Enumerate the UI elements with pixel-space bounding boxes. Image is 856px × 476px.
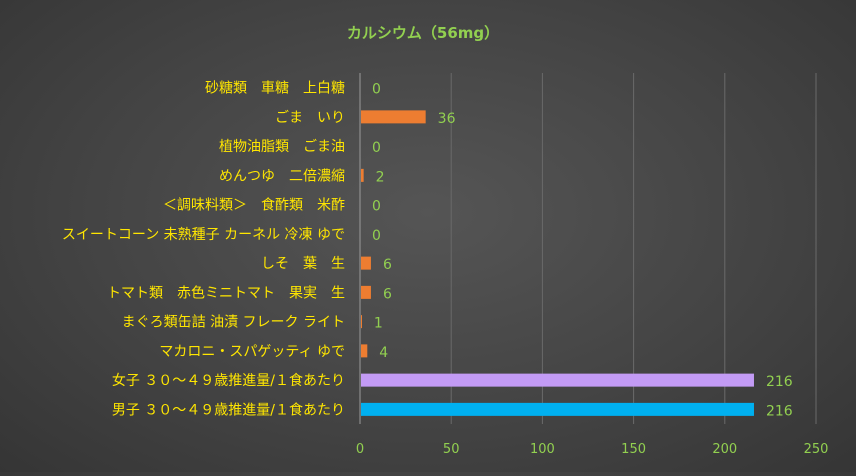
category-label: 女子 ３０～４９歳推進量/１食あたり: [112, 372, 345, 389]
x-tick-label: 250: [804, 442, 829, 457]
data-label: 0: [372, 82, 381, 98]
category-label: ごま いり: [275, 110, 345, 126]
bar: [361, 402, 754, 416]
category-label: スイートコーン 未熟種子 カーネル 冷凍 ゆで: [62, 227, 345, 243]
x-tick-label: 100: [530, 442, 555, 457]
bars: [361, 110, 754, 416]
x-tick-label: 200: [712, 442, 737, 457]
chart-title: カルシウム（56mg）: [347, 24, 499, 42]
data-label: 216: [766, 403, 793, 419]
data-label: 0: [372, 228, 381, 244]
gridlines: [450, 73, 817, 424]
data-label: 0: [372, 199, 381, 215]
data-label: 2: [376, 169, 385, 185]
bar: [361, 315, 362, 329]
data-label: 6: [383, 286, 392, 302]
category-label: ＜調味料類＞ 食酢類 米酢: [163, 197, 345, 214]
bar: [361, 373, 754, 387]
category-label: 砂糖類 車糖 上白糖: [205, 80, 345, 97]
category-label: しそ 葉 生: [261, 256, 345, 272]
data-label: 36: [438, 111, 456, 127]
x-tick-label: 0: [356, 442, 364, 457]
bar: [361, 110, 426, 124]
data-label: 1: [374, 316, 383, 332]
category-label: マカロニ・スパゲッティ ゆで: [159, 344, 345, 360]
category-label: まぐろ類缶詰 油漬 フレーク ライト: [122, 315, 345, 331]
x-tick-label: 50: [443, 442, 460, 457]
bar: [361, 256, 371, 270]
data-label: 0: [372, 140, 381, 156]
category-label: 植物油脂類 ごま油: [219, 139, 345, 155]
data-label: 4: [379, 345, 388, 361]
category-label: 男子 ３０～４９歳推進量/１食あたり: [112, 401, 345, 418]
bar: [361, 285, 371, 299]
bar: [361, 344, 368, 358]
category-label: トマト類 赤色ミニトマト 果実 生: [107, 284, 345, 301]
data-label: 216: [766, 374, 793, 390]
category-label: めんつゆ 二倍濃縮: [219, 168, 345, 184]
bar: [361, 168, 364, 182]
x-tick-label: 150: [621, 442, 646, 457]
data-label: 6: [383, 257, 392, 273]
